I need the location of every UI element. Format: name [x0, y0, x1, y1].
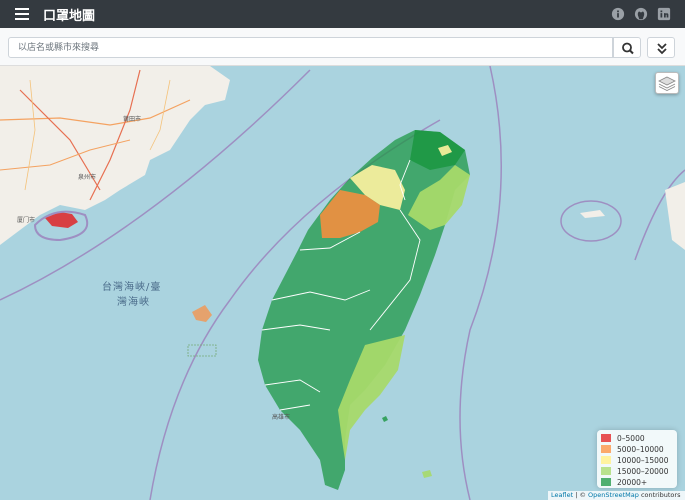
layers-button[interactable] [655, 72, 679, 94]
layers-icon [658, 76, 676, 91]
mainland-land [0, 66, 230, 245]
leaflet-link[interactable]: Leaflet [551, 491, 574, 499]
legend-item: 10000–15000 [601, 455, 673, 465]
legend-swatch [601, 478, 611, 486]
map-label-putian: 莆田市 [123, 116, 142, 123]
info-icon[interactable] [611, 7, 625, 21]
legend-swatch [601, 434, 611, 442]
map-view[interactable]: 莆田市 泉州市 厦门市 高雄市 台灣海峽/臺 灣海峽 [0, 66, 685, 500]
map-attribution: Leaflet | © OpenStreetMap contributors [548, 491, 685, 500]
github-icon[interactable] [634, 7, 648, 21]
top-icons [611, 7, 671, 21]
search-button[interactable] [613, 37, 641, 58]
top-navbar: 口罩地圖 [0, 0, 685, 28]
legend-swatch [601, 445, 611, 453]
search-bar [0, 28, 685, 66]
expand-button[interactable] [647, 37, 675, 58]
legend-swatch [601, 456, 611, 464]
chevron-double-down-icon [657, 43, 667, 55]
map-label-xiamen: 厦门市 [17, 217, 36, 224]
legend: 0–5000 5000–10000 10000–15000 15000–2000… [597, 430, 677, 488]
map-label-kaohsiung: 高雄市 [272, 414, 291, 421]
legend-swatch [601, 467, 611, 475]
search-icon [622, 42, 634, 55]
osm-link[interactable]: OpenStreetMap [588, 491, 639, 499]
linkedin-icon[interactable] [657, 7, 671, 21]
app-title: 口罩地圖 [43, 9, 96, 24]
legend-item: 5000–10000 [601, 444, 673, 454]
strait-label-line2: 灣海峽 [117, 297, 150, 308]
map-label-quanzhou: 泉州市 [78, 174, 97, 181]
menu-icon[interactable] [15, 8, 29, 20]
legend-item: 15000–20000 [601, 466, 673, 476]
legend-item: 0–5000 [601, 433, 673, 443]
strait-label-line1: 台灣海峽/臺 [102, 282, 162, 293]
legend-item: 20000+ [601, 477, 673, 487]
map-canvas [0, 66, 685, 500]
search-input[interactable] [8, 37, 613, 58]
